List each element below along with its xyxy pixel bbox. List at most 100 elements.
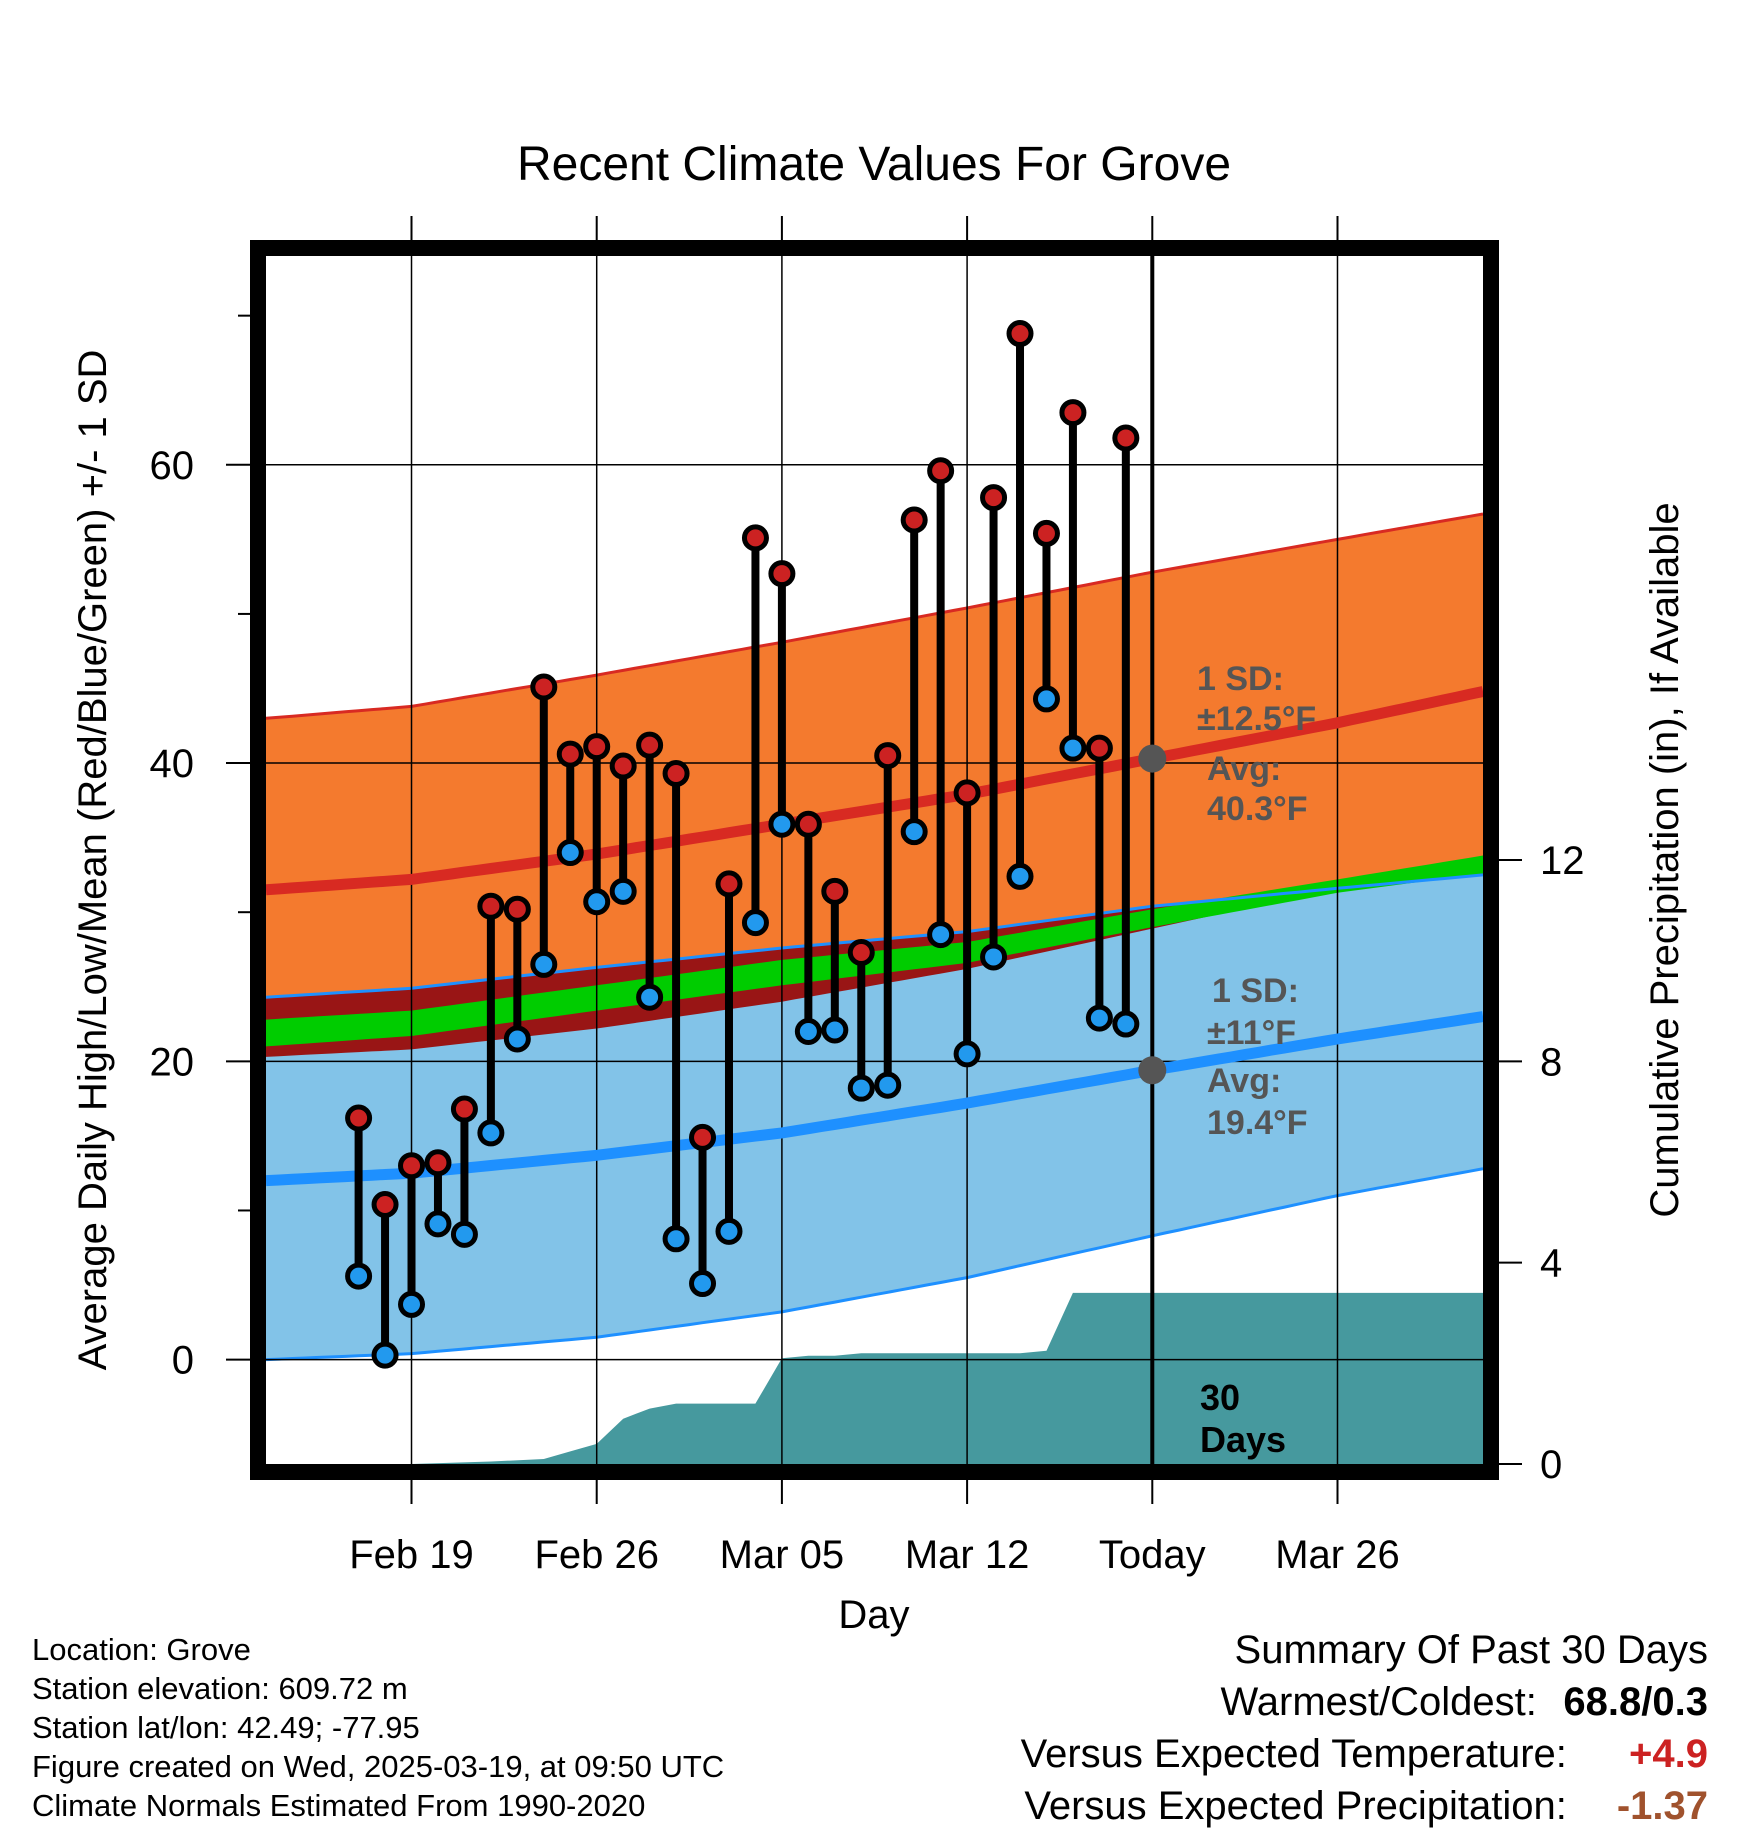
x-axis-label: Day — [838, 1593, 909, 1637]
daily-low-point — [1112, 1010, 1140, 1038]
low-sd-label: 1 SD: — [1212, 972, 1299, 1010]
daily-low-point — [1085, 1004, 1113, 1032]
high-upper-edge — [266, 512, 1483, 720]
daily-high-point — [345, 1104, 373, 1132]
summary-precip: Versus Expected Precipitation: -1.37 — [1021, 1784, 1708, 1836]
warm-cold-value: 68.8/0.3 — [1563, 1680, 1708, 1724]
daily-values — [345, 320, 1140, 1369]
y-tick-label: 60 — [150, 444, 195, 488]
created-text: Figure created on Wed, 2025-03-19, at 09… — [32, 1749, 725, 1784]
daily-high-point — [980, 484, 1008, 512]
daily-high-point — [662, 760, 690, 788]
daily-high-point — [768, 560, 796, 588]
daily-low-point — [477, 1119, 505, 1147]
daily-high-point — [715, 870, 743, 898]
temp-value: +4.9 — [1629, 1732, 1708, 1776]
high-avg-value: 40.3°F — [1207, 790, 1308, 828]
y2-tick-label: 8 — [1540, 1040, 1562, 1084]
daily-low-point — [1032, 685, 1060, 713]
daily-high-point — [450, 1095, 478, 1123]
today-markers — [1138, 256, 1167, 1464]
daily-high-point — [1059, 399, 1087, 427]
daily-low-point — [927, 921, 955, 949]
daily-high-point — [953, 779, 981, 807]
daily-low-point — [768, 810, 796, 838]
daily-high-point — [477, 892, 505, 920]
plot-frame — [250, 240, 1499, 1480]
y2-axis-label: Cumulative Precipitation (in), If Availa… — [1643, 502, 1687, 1217]
daily-low-point — [900, 818, 928, 846]
x-tick-label: Feb 19 — [349, 1533, 474, 1577]
x-tick-label: Today — [1099, 1533, 1206, 1577]
elevation-text: Station elevation: 609.72 m — [32, 1671, 408, 1706]
y2-tick-label: 12 — [1540, 839, 1585, 883]
x-tick-label: Mar 26 — [1275, 1533, 1400, 1577]
chart-title: Recent Climate Values For Grove — [517, 138, 1231, 191]
daily-low-point — [450, 1220, 478, 1248]
daily-high-point — [741, 524, 769, 552]
daily-high-point — [583, 733, 611, 761]
y-axis-label: Average Daily High/Low/Mean (Red/Blue/Gr… — [71, 350, 115, 1371]
low-upper-edge — [266, 873, 1483, 999]
daily-low-point — [662, 1225, 690, 1253]
annotations: 1 SD: ±12.5°F Avg: 40.3°F 1 SD: ±11°F Av… — [1197, 660, 1316, 1460]
today-low-avg-marker — [1138, 1056, 1167, 1085]
latlon-text: Station lat/lon: 42.49; -77.95 — [32, 1710, 420, 1745]
daily-low-point — [1006, 862, 1034, 890]
daily-high-point — [424, 1149, 452, 1177]
precip-label: Versus Expected Precipitation: — [1024, 1784, 1567, 1828]
y-tick-label: 40 — [150, 742, 195, 786]
daily-low-point — [689, 1270, 717, 1298]
daily-high-point — [556, 740, 584, 768]
summary-title: Summary Of Past 30 Days — [1234, 1628, 1708, 1672]
precipitation-area — [266, 1292, 1483, 1464]
daily-low-point — [345, 1262, 373, 1290]
mean-normal-band — [266, 855, 1483, 1047]
daily-high-point — [1085, 734, 1113, 762]
daily-high-point — [609, 752, 637, 780]
station-info: Location: Grove Station elevation: 609.7… — [32, 1630, 724, 1825]
daily-high-point — [874, 742, 902, 770]
axes: Feb 19 Feb 26 Mar 05 Mar 12 Today Mar 2602040… — [150, 216, 1585, 1577]
daily-low-point — [530, 950, 558, 978]
daily-low-point — [609, 877, 637, 905]
high-average-line — [266, 686, 1483, 896]
warm-cold-label: Warmest/Coldest: — [1220, 1680, 1537, 1724]
low-avg-value: 19.4°F — [1207, 1104, 1308, 1142]
daily-low-point — [556, 839, 584, 867]
y-tick-label: 20 — [150, 1040, 195, 1084]
low-sd-value: ±11°F — [1207, 1014, 1296, 1052]
low-avg-label: Avg: — [1207, 1062, 1281, 1100]
daily-low-point — [715, 1217, 743, 1245]
daily-low-point — [821, 1016, 849, 1044]
daily-high-point — [847, 938, 875, 966]
precip-value: -1.37 — [1616, 1784, 1708, 1828]
summary-temp: Versus Expected Temperature: +4.9 — [1021, 1732, 1708, 1784]
daily-high-point — [503, 895, 531, 923]
high-avg-label: Avg: — [1207, 750, 1281, 788]
x-tick-label: Mar 12 — [905, 1533, 1030, 1577]
daily-low-point — [847, 1074, 875, 1102]
normals-text: Climate Normals Estimated From 1990-2020 — [32, 1788, 646, 1823]
daily-high-point — [900, 506, 928, 534]
daily-low-point — [741, 909, 769, 937]
daily-high-point — [689, 1123, 717, 1151]
daily-high-point — [1006, 320, 1034, 348]
x-tick-label: Feb 26 — [534, 1533, 659, 1577]
high-sd-label: 1 SD: — [1197, 660, 1284, 698]
daily-high-point — [794, 810, 822, 838]
daily-high-point — [1112, 424, 1140, 452]
normal-lines — [266, 686, 1483, 1187]
daily-low-point — [371, 1341, 399, 1369]
daily-high-point — [636, 731, 664, 759]
daily-high-point — [1032, 519, 1060, 547]
daily-high-point — [371, 1191, 399, 1219]
daily-low-point — [794, 1018, 822, 1046]
x-tick-label: Mar 05 — [720, 1533, 845, 1577]
daily-high-point — [927, 457, 955, 485]
daily-low-point — [583, 888, 611, 916]
daily-low-point — [874, 1071, 902, 1099]
daily-low-point — [398, 1290, 426, 1318]
summary-panel: Summary Of Past 30 Days Warmest/Coldest:… — [1021, 1628, 1708, 1836]
